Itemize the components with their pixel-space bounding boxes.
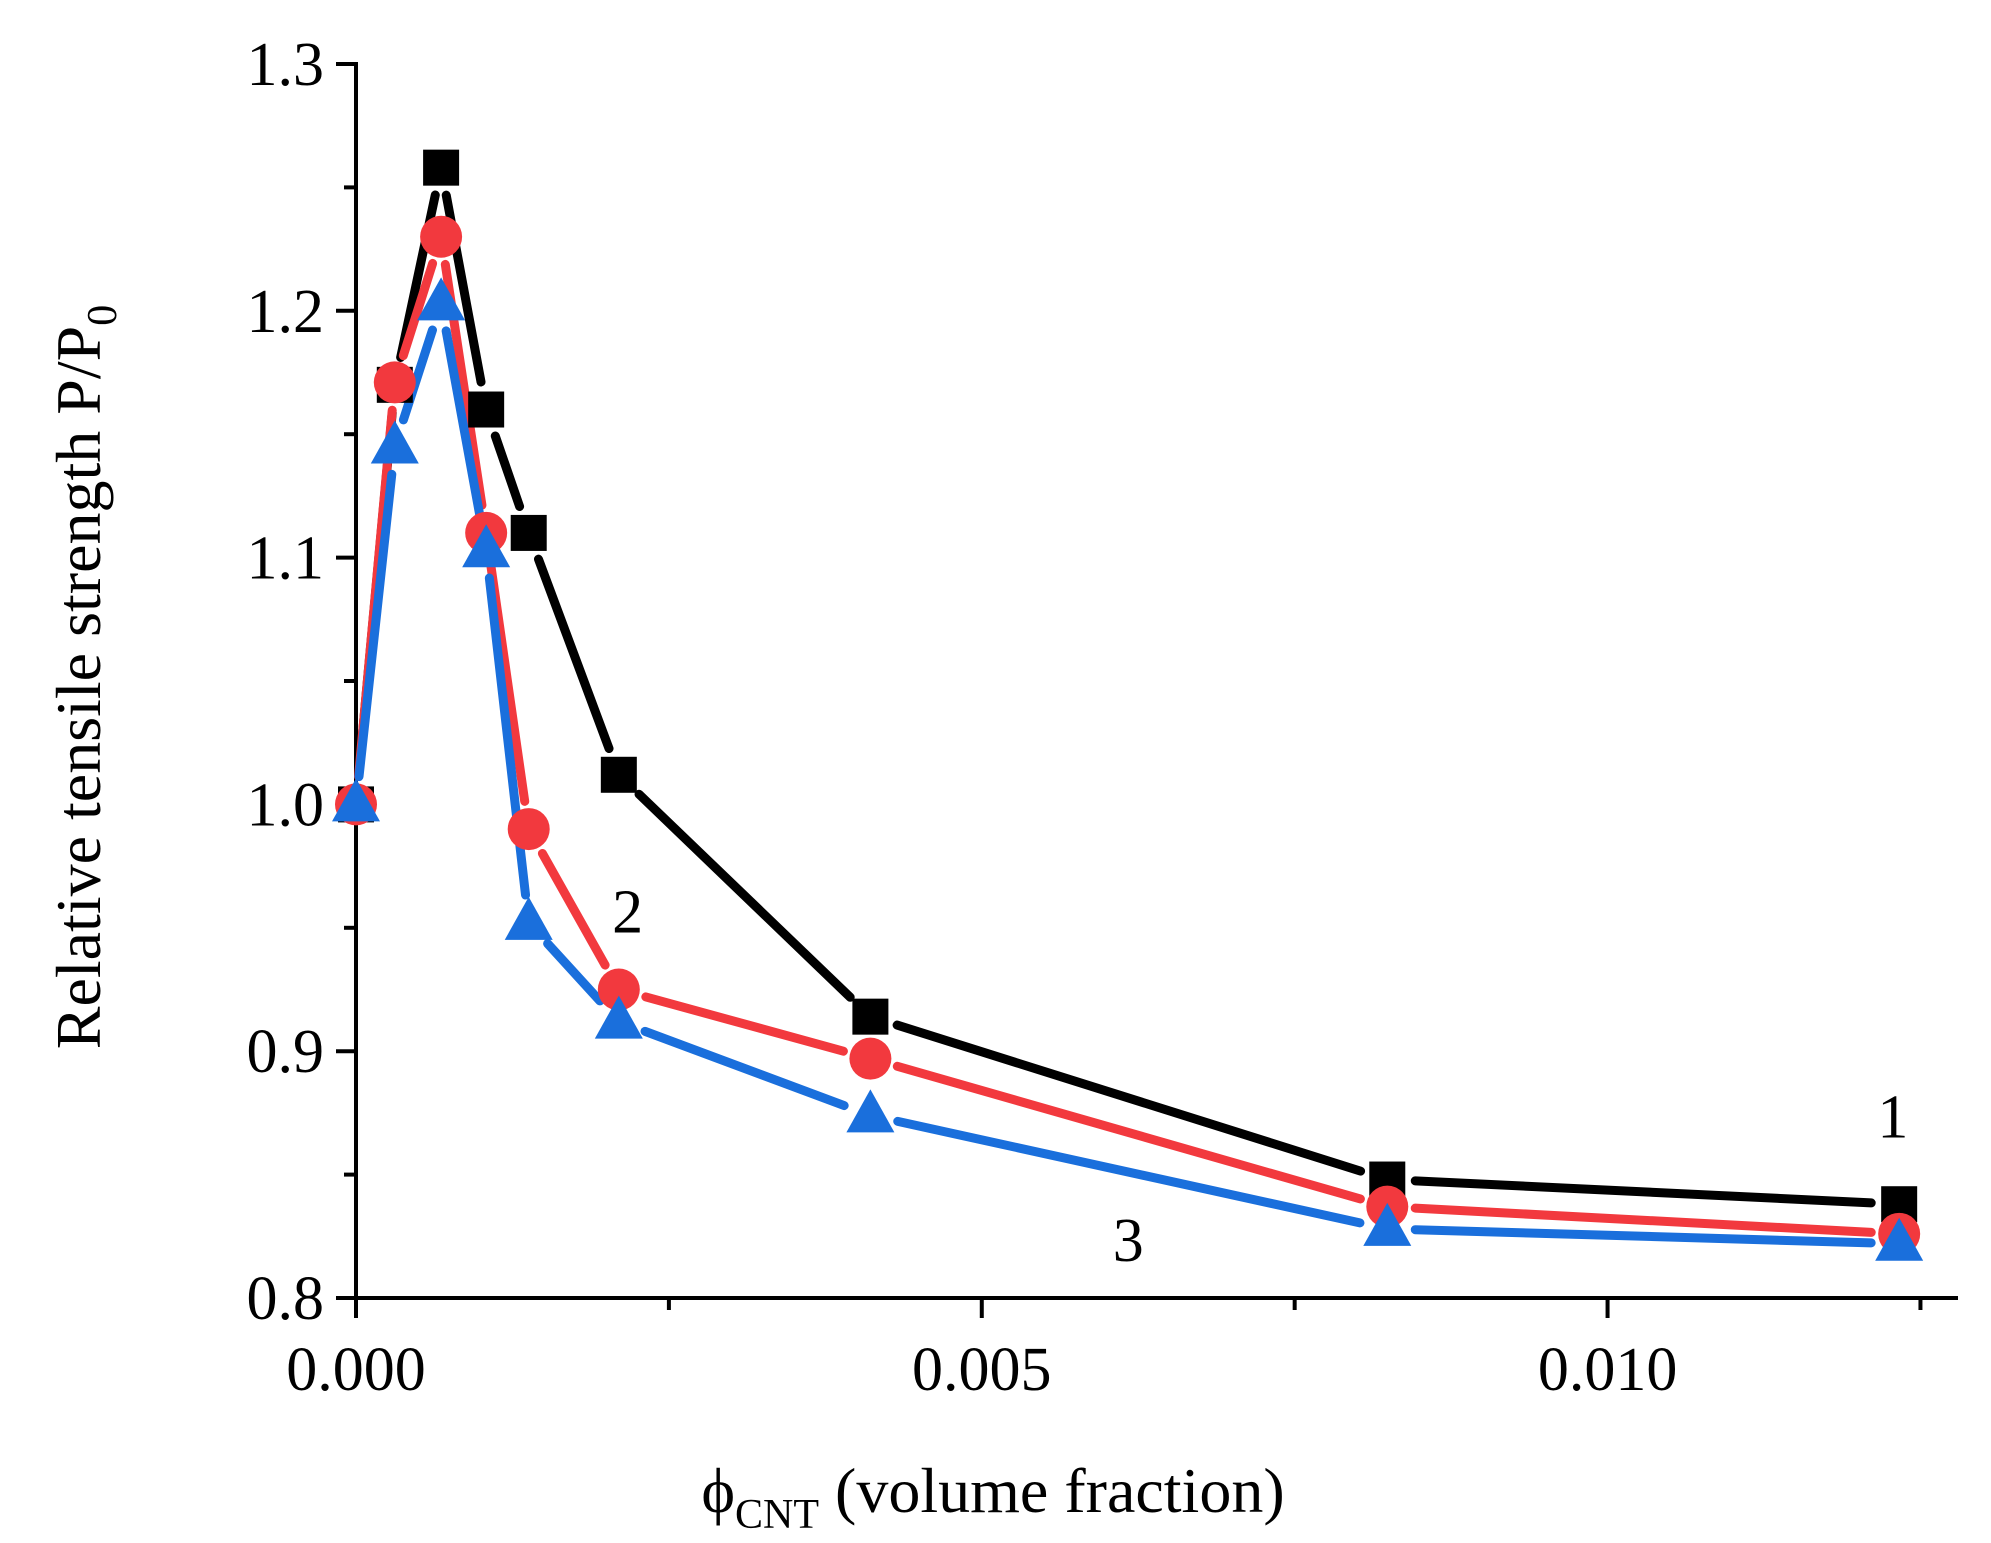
series-1-point-4	[510, 514, 547, 551]
series-3-segment-7	[1410, 1225, 1876, 1248]
series-3-point-2	[417, 277, 466, 321]
series-1-segment-5	[634, 789, 855, 1002]
series-3-point-6	[846, 1089, 895, 1133]
series-3-segment-5	[640, 1026, 849, 1111]
x-tick-label-2: 0.010	[1538, 1336, 1678, 1404]
series-3-segment-0	[354, 469, 397, 782]
series-1-point-6	[852, 998, 889, 1035]
series-3-point-3	[462, 524, 511, 568]
series-3-point-4	[504, 896, 553, 940]
series-labels: 1 2 3	[612, 879, 1908, 1275]
y-tick-label-4: 1.2	[247, 278, 325, 346]
series-2-segment-7	[1410, 1203, 1876, 1237]
series-1-segment-6	[892, 1020, 1366, 1176]
x-axis-title-subscript: CNT	[735, 1492, 819, 1538]
series-1-segment-7	[1410, 1176, 1876, 1208]
series-3-point-7	[1363, 1202, 1412, 1246]
series-2-point-4	[507, 808, 550, 851]
y-tick-label-3: 1.1	[247, 525, 325, 593]
series-markers	[332, 149, 1924, 1261]
x-tick-label-0: 0.000	[286, 1336, 426, 1404]
series-1-segment-3	[490, 431, 525, 511]
series-2-segment-4	[537, 848, 610, 970]
y-tick-label-1: 0.9	[247, 1018, 325, 1086]
series-1-segment-4	[533, 554, 614, 754]
series-1-point-3	[468, 391, 505, 428]
series-2-point-1	[373, 361, 416, 404]
series-lines	[354, 190, 1876, 1248]
series-label-1: 1	[1877, 1084, 1908, 1152]
x-axis-title-symbol: ϕ	[701, 1455, 735, 1526]
series-2-segment-5	[641, 992, 848, 1056]
y-axis-ticks: 0.8 0.9 1.0 1.1 1.2 1.3	[247, 31, 356, 1333]
series-2-point-2	[420, 215, 463, 258]
series-3-segment-1	[398, 325, 437, 425]
series-3-segment-4	[543, 939, 605, 1006]
series-2-segment-1	[398, 258, 438, 361]
series-1-point-5	[600, 756, 637, 793]
axes	[354, 62, 1958, 1300]
series-label-3: 3	[1113, 1207, 1144, 1275]
y-tick-label-2: 1.0	[247, 771, 325, 839]
series-label-2: 2	[612, 879, 643, 947]
y-axis-title-text: Relative tensile strength P/P	[43, 326, 114, 1049]
series-2-segment-6	[892, 1061, 1365, 1204]
series-3-point-8	[1875, 1217, 1924, 1261]
y-tick-label-5: 1.3	[247, 31, 325, 99]
series-3-segment-6	[893, 1116, 1365, 1228]
x-axis-ticks: 0.000 0.005 0.010	[286, 1298, 1923, 1404]
series-2-point-6	[849, 1037, 892, 1080]
series-3-segment-2	[441, 326, 486, 528]
y-axis-title-subscript: 0	[80, 305, 126, 326]
y-tick-label-0: 0.8	[247, 1265, 325, 1333]
x-axis-title-text: (volume fraction)	[819, 1455, 1285, 1526]
x-tick-label-1: 0.005	[912, 1336, 1052, 1404]
x-axis-title: ϕCNT (volume fraction)	[701, 1455, 1284, 1538]
series-3-point-0	[332, 778, 380, 822]
series-2-point-5	[597, 968, 640, 1011]
y-axis-title: Relative tensile strength P/P0	[43, 305, 126, 1049]
series-3-point-1	[370, 420, 419, 464]
series-1-point-2	[423, 149, 460, 186]
series-3-point-5	[594, 995, 643, 1039]
